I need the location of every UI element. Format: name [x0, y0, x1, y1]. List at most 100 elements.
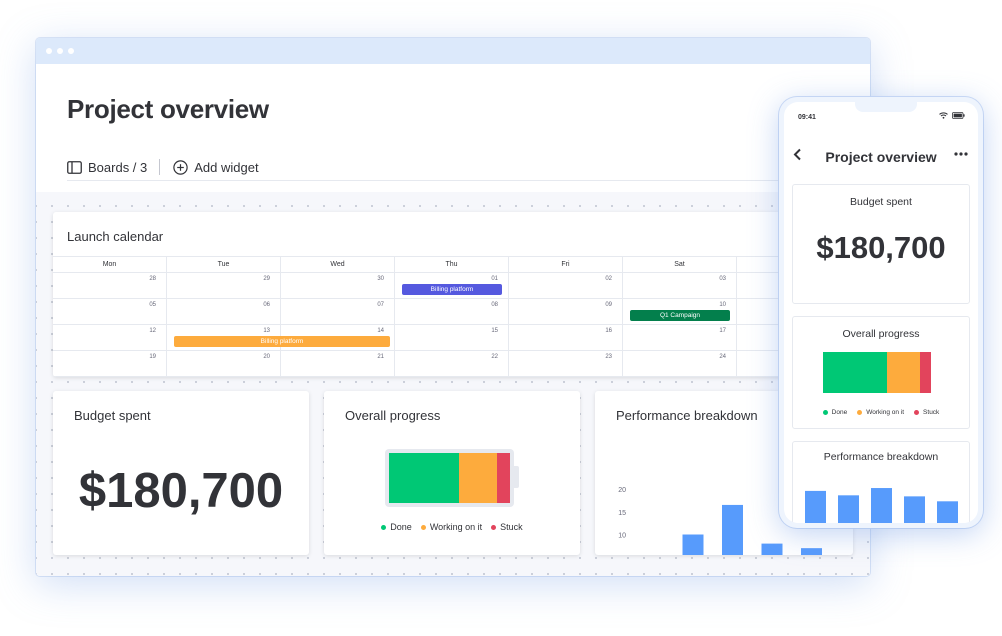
widget-title: Performance breakdown — [616, 408, 758, 423]
bar — [904, 496, 925, 523]
phone-progress-widget: Overall progress Done Working on it Stuck — [792, 316, 970, 429]
window-dot-icon — [46, 48, 52, 54]
calendar-day-name: Thu — [395, 257, 509, 272]
calendar-day-header: Mon Tue Wed Thu Fri Sat — [53, 256, 853, 273]
phone-performance-bar-chart — [805, 488, 958, 523]
y-tick-label: 10 — [618, 533, 626, 540]
bar — [805, 490, 826, 523]
legend-label: Done — [831, 409, 848, 416]
legend-dot-icon — [381, 524, 387, 530]
dashboard-toolbar: Boards / 3 Add widget — [67, 158, 259, 176]
more-options-icon[interactable] — [954, 146, 968, 163]
calendar-day-name: Fri — [509, 257, 623, 272]
calendar-day-cell[interactable]: 16 — [509, 325, 623, 350]
back-icon[interactable] — [793, 148, 802, 164]
calendar-day-name: Sat — [623, 257, 737, 272]
legend-dot-icon — [491, 524, 497, 530]
calendar-day-name: Wed — [281, 257, 395, 272]
widget-title: Launch calendar — [67, 229, 164, 244]
phone-screen: 09:41 Project overview — [784, 102, 978, 523]
progress-segment-stuck — [496, 453, 510, 503]
progress-segment-stuck — [920, 352, 931, 393]
progress-segment-done — [389, 453, 460, 503]
progress-battery — [385, 449, 514, 507]
legend-item: Working on it — [857, 409, 904, 416]
calendar-day-cell[interactable]: 12 — [53, 325, 167, 350]
legend-label: Stuck — [500, 522, 523, 532]
calendar-day-name: Mon — [53, 257, 167, 272]
calendar-day-cell[interactable]: 09 — [509, 299, 623, 324]
bar — [722, 504, 743, 555]
budget-widget: Budget spent $180,700 — [53, 391, 309, 555]
calendar-day-cell[interactable]: 22 — [395, 351, 509, 376]
calendar-day-cell[interactable]: 01 — [395, 273, 509, 298]
overall-progress-widget: Overall progress Done Working on it Stuck — [324, 391, 580, 555]
widget-title: Budget spent — [850, 196, 912, 208]
calendar-day-cell[interactable]: 03 — [623, 273, 737, 298]
calendar-week-row: 12 13 14 15 16 17 Billing platform — [53, 325, 853, 351]
status-icons — [939, 112, 965, 119]
progress-segment-working-on-it — [459, 453, 497, 503]
calendar-week-row: 19 20 21 22 23 24 — [53, 351, 853, 377]
header-divider — [67, 180, 870, 181]
calendar-day-cell[interactable]: 29 — [167, 273, 281, 298]
add-widget-button[interactable]: Add widget — [173, 159, 259, 175]
battery-cap — [514, 466, 519, 488]
boards-label: Boards / 3 — [88, 159, 148, 175]
window-dot-icon — [57, 48, 63, 54]
phone-budget-value: $180,700 — [816, 230, 946, 265]
widget-title: Performance breakdown — [823, 451, 939, 463]
legend-dot-icon — [857, 410, 863, 415]
calendar-event[interactable]: Billing platform — [174, 336, 390, 347]
calendar-day-cell[interactable]: 21 — [281, 351, 395, 376]
phone-page-title: Project overview — [825, 149, 937, 165]
calendar-day-cell[interactable]: 02 — [509, 273, 623, 298]
legend-label: Working on it — [866, 409, 905, 416]
y-tick-label: 15 — [618, 510, 626, 517]
calendar-day-cell[interactable]: 20 — [167, 351, 281, 376]
page-title: Project overview — [67, 94, 269, 124]
calendar-day-cell[interactable]: 05 — [53, 299, 167, 324]
bar — [761, 543, 783, 555]
legend-dot-icon — [914, 410, 920, 415]
toolbar-divider — [159, 159, 161, 175]
budget-value: $180,700 — [78, 464, 284, 518]
calendar-day-cell[interactable]: 19 — [53, 351, 167, 376]
calendar-event[interactable]: Billing platform — [402, 284, 502, 295]
add-widget-label: Add widget — [194, 159, 259, 175]
calendar-day-cell[interactable]: 07 — [281, 299, 395, 324]
calendar-day-cell[interactable]: 24 — [623, 351, 737, 376]
calendar-day-cell[interactable]: 08 — [395, 299, 509, 324]
bar — [682, 534, 704, 555]
legend-label: Done — [390, 522, 412, 532]
calendar-day-cell[interactable]: 28 — [53, 273, 167, 298]
window-dot-icon — [68, 48, 74, 54]
boards-button[interactable]: Boards / 3 — [67, 160, 147, 175]
calendar-day-cell[interactable]: 15 — [395, 325, 509, 350]
calendar-day-cell[interactable]: 17 — [623, 325, 737, 350]
calendar-day-cell[interactable]: 30 — [281, 273, 395, 298]
boards-icon — [67, 160, 82, 174]
calendar-day-cell[interactable]: 10 — [623, 299, 737, 324]
phone-mockup: 09:41 Project overview — [779, 97, 983, 528]
bar — [937, 501, 958, 523]
progress-segment-working-on-it — [886, 352, 921, 393]
status-time: 09:41 — [798, 114, 816, 121]
wifi-icon — [939, 112, 948, 119]
phone-navbar: Project overview — [784, 146, 978, 166]
legend-item: Working on it — [420, 522, 482, 532]
calendar-day-cell[interactable]: 14 — [281, 325, 395, 350]
calendar-day-cell[interactable]: 06 — [167, 299, 281, 324]
legend-label: Stuck — [923, 409, 940, 416]
legend-item: Done — [381, 522, 412, 532]
window-titlebar — [36, 38, 870, 64]
phone-notch — [855, 102, 917, 112]
phone-performance-widget: Performance breakdown — [792, 441, 970, 523]
phone-progress-bar — [823, 352, 931, 393]
calendar-event[interactable]: Q1 Campaign — [630, 310, 730, 321]
legend-item: Stuck — [914, 409, 939, 416]
calendar-day-cell[interactable]: 23 — [509, 351, 623, 376]
y-tick-label: 20 — [618, 487, 626, 494]
widget-title: Overall progress — [345, 408, 441, 423]
